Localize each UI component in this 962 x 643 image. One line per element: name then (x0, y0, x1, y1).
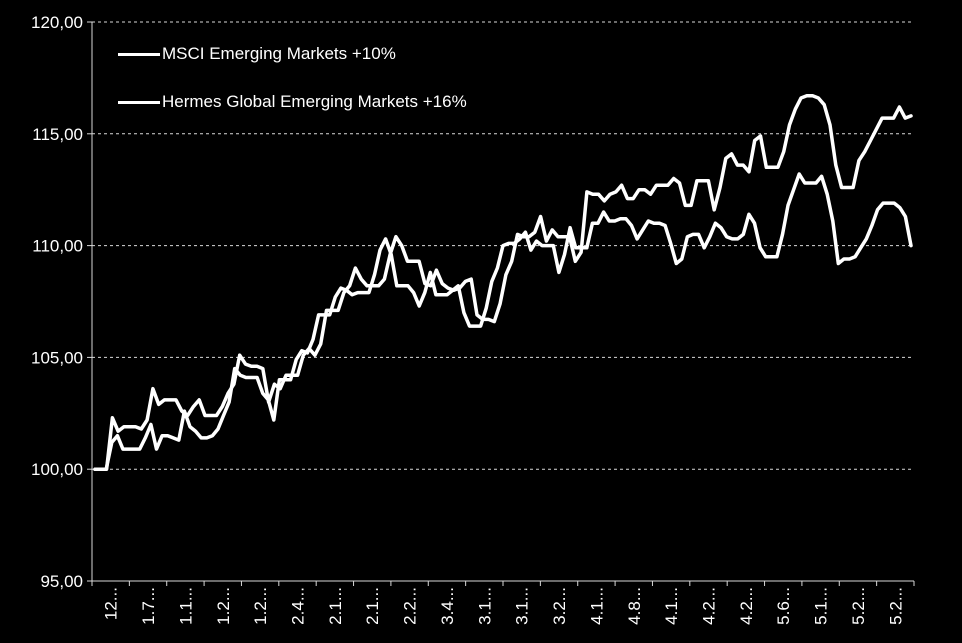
x-tick-label: 1.1... (176, 587, 195, 625)
x-tick-label: 1.7... (139, 587, 158, 625)
legend-label-msci: MSCI Emerging Markets +10% (162, 44, 396, 63)
x-tick-label: 4.1... (662, 587, 681, 625)
series-lines (93, 94, 913, 471)
legend-item-hermes: Hermes Global Emerging Markets +16% (118, 92, 467, 112)
x-tick-label: 4.2... (700, 587, 719, 625)
legend-swatch-msci (118, 53, 160, 56)
x-tick-label: 1.2... (251, 587, 270, 625)
x-tick-label: 2.2... (401, 587, 420, 625)
x-axis-tick-labels: 12... 1.7... 1.1... 1.2... 1.2... 2.4... 2.1..… (91, 581, 915, 625)
series-line-hermes (93, 172, 913, 471)
y-tick-label: 110,00 (32, 237, 83, 256)
x-tick-label: 2.1... (363, 587, 382, 625)
x-tick-label: 3.4... (438, 587, 457, 625)
x-tick-label: 2.4... (289, 587, 308, 625)
x-tick-label: 5.2... (886, 587, 905, 625)
x-tick-label: 12... (102, 587, 121, 620)
x-tick-label: 4.8... (625, 587, 644, 625)
x-tick-label: 4.1... (587, 587, 606, 625)
x-tick-label: 3.1... (513, 587, 532, 625)
series-line-msci (93, 94, 913, 471)
legend-swatch-hermes (118, 101, 160, 104)
y-tick-label: 115,00 (32, 125, 83, 144)
legend-label-hermes: Hermes Global Emerging Markets +16% (162, 92, 467, 111)
x-tick-label: 5.6... (774, 587, 793, 625)
x-tick-label: 5.1... (812, 587, 831, 625)
y-tick-label: 100,00 (31, 460, 83, 479)
x-tick-label: 3.2... (550, 587, 569, 625)
x-tick-label: 1.2... (214, 587, 233, 625)
y-axis-tick-labels: 95,00 100,00 105,00 110,00 115,00 120,00 (31, 13, 92, 591)
x-tick-label: 4.2... (737, 587, 756, 625)
x-tick-label: 2.1... (326, 587, 345, 625)
x-tick-label: 3.1... (475, 587, 494, 625)
x-tick-label: 5.2... (849, 587, 868, 625)
y-tick-label: 95,00 (40, 572, 83, 591)
y-tick-label: 105,00 (31, 348, 83, 367)
y-tick-label: 120,00 (31, 13, 83, 32)
legend: MSCI Emerging Markets +10% Hermes Global… (118, 44, 467, 140)
legend-item-msci: MSCI Emerging Markets +10% (118, 44, 467, 64)
